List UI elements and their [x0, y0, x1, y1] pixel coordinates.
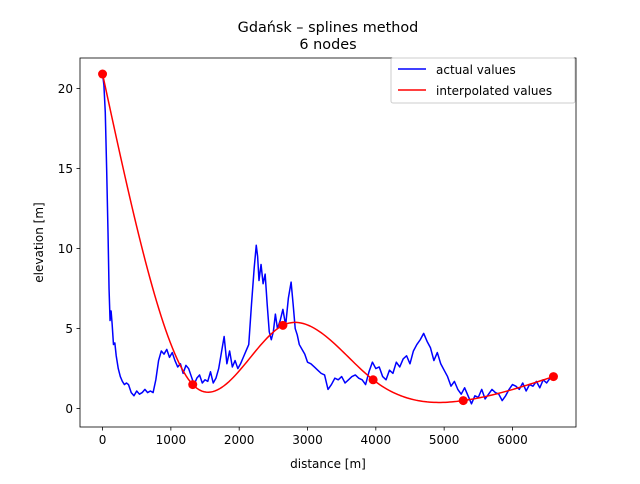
y-tick-label: 5 [65, 322, 73, 336]
y-tick-label: 0 [65, 402, 73, 416]
chart-subtitle: 6 nodes [299, 37, 356, 53]
x-tick-label: 0 [99, 433, 107, 447]
axis-ticks: 0 1000 2000 3000 4000 5000 6000 0 5 10 15 20 [58, 82, 528, 447]
plot-frame [79, 57, 577, 428]
x-tick-label: 3000 [292, 433, 323, 447]
nodes-layer [98, 69, 558, 406]
interpolation-node [368, 375, 378, 385]
y-tick-label: 15 [58, 162, 73, 176]
y-axis-label: elevation [m] [32, 202, 46, 282]
chart-title: Gdańsk – splines method [238, 20, 419, 36]
interpolation-node [188, 380, 198, 390]
legend: actual values interpolated values [390, 57, 576, 104]
series-actual-values-line [101, 73, 554, 405]
interpolation-node [548, 372, 558, 382]
x-tick-label: 2000 [224, 433, 255, 447]
x-tick-label: 6000 [497, 433, 528, 447]
x-tick-label: 1000 [156, 433, 187, 447]
x-tick-label: 4000 [361, 433, 392, 447]
legend-label-interpolated: interpolated values [436, 84, 552, 98]
legend-label-actual: actual values [436, 63, 516, 77]
legend-box [390, 57, 576, 104]
x-axis-label: distance [m] [290, 457, 366, 471]
series-interpolated-values-line [101, 73, 554, 404]
y-tick-label: 10 [58, 242, 73, 256]
series-layer [101, 73, 554, 405]
interpolation-node [98, 69, 108, 79]
y-tick-label: 20 [58, 82, 73, 96]
interpolation-node [458, 396, 468, 406]
x-tick-label: 5000 [429, 433, 460, 447]
interpolation-node [278, 320, 288, 330]
